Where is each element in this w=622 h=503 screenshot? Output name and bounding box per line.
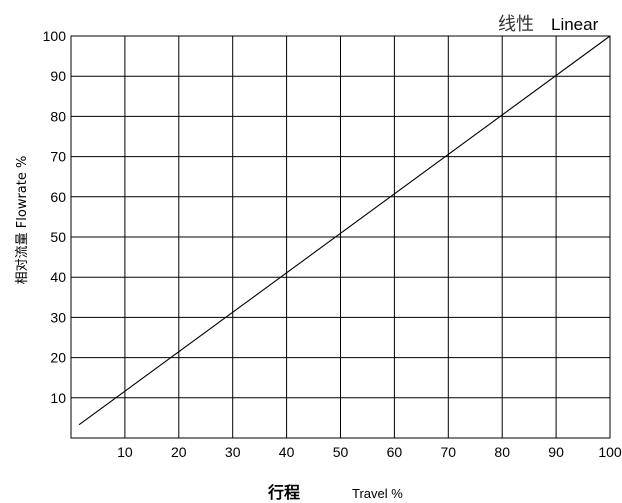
x-tick-labels: 10 20 30 40 50 60 70 80 90 100: [117, 444, 622, 460]
y-tick-labels: 10 20 30 40 50 60 70 80 90 100: [43, 28, 67, 406]
chart-title-en: Linear: [551, 15, 599, 34]
series-layer: [78, 35, 611, 426]
grid: [71, 35, 611, 438]
plot-frame: [70, 35, 611, 439]
y-tick-label-50: 50: [50, 229, 66, 245]
y-tick-label-40: 40: [50, 269, 66, 285]
series-line-0: [78, 35, 611, 426]
x-tick-label-20: 20: [171, 444, 187, 460]
x-tick-label-40: 40: [279, 444, 295, 460]
x-tick-label-90: 90: [548, 444, 564, 460]
chart-title-cn: 线性: [498, 14, 534, 35]
y-axis-label: 相对流量 Flowrate %: [15, 156, 30, 285]
x-tick-label-60: 60: [387, 444, 403, 460]
x-tick-label-10: 10: [117, 444, 133, 460]
x-axis-label-cn: 行程: [267, 483, 300, 502]
y-tick-label-100: 100: [43, 28, 67, 44]
y-tick-label-70: 70: [50, 149, 66, 165]
y-tick-label-90: 90: [50, 68, 66, 84]
x-tick-label-50: 50: [333, 444, 349, 460]
y-tick-label-10: 10: [50, 390, 66, 406]
y-tick-label-80: 80: [50, 108, 66, 124]
x-tick-label-100: 100: [598, 444, 622, 460]
y-tick-label-20: 20: [50, 350, 66, 366]
x-tick-label-30: 30: [225, 444, 241, 460]
x-tick-label-80: 80: [494, 444, 510, 460]
y-tick-label-30: 30: [50, 309, 66, 325]
x-axis-label-en: Travel %: [352, 486, 403, 501]
y-tick-label-60: 60: [50, 189, 66, 205]
x-tick-label-70: 70: [441, 444, 457, 460]
